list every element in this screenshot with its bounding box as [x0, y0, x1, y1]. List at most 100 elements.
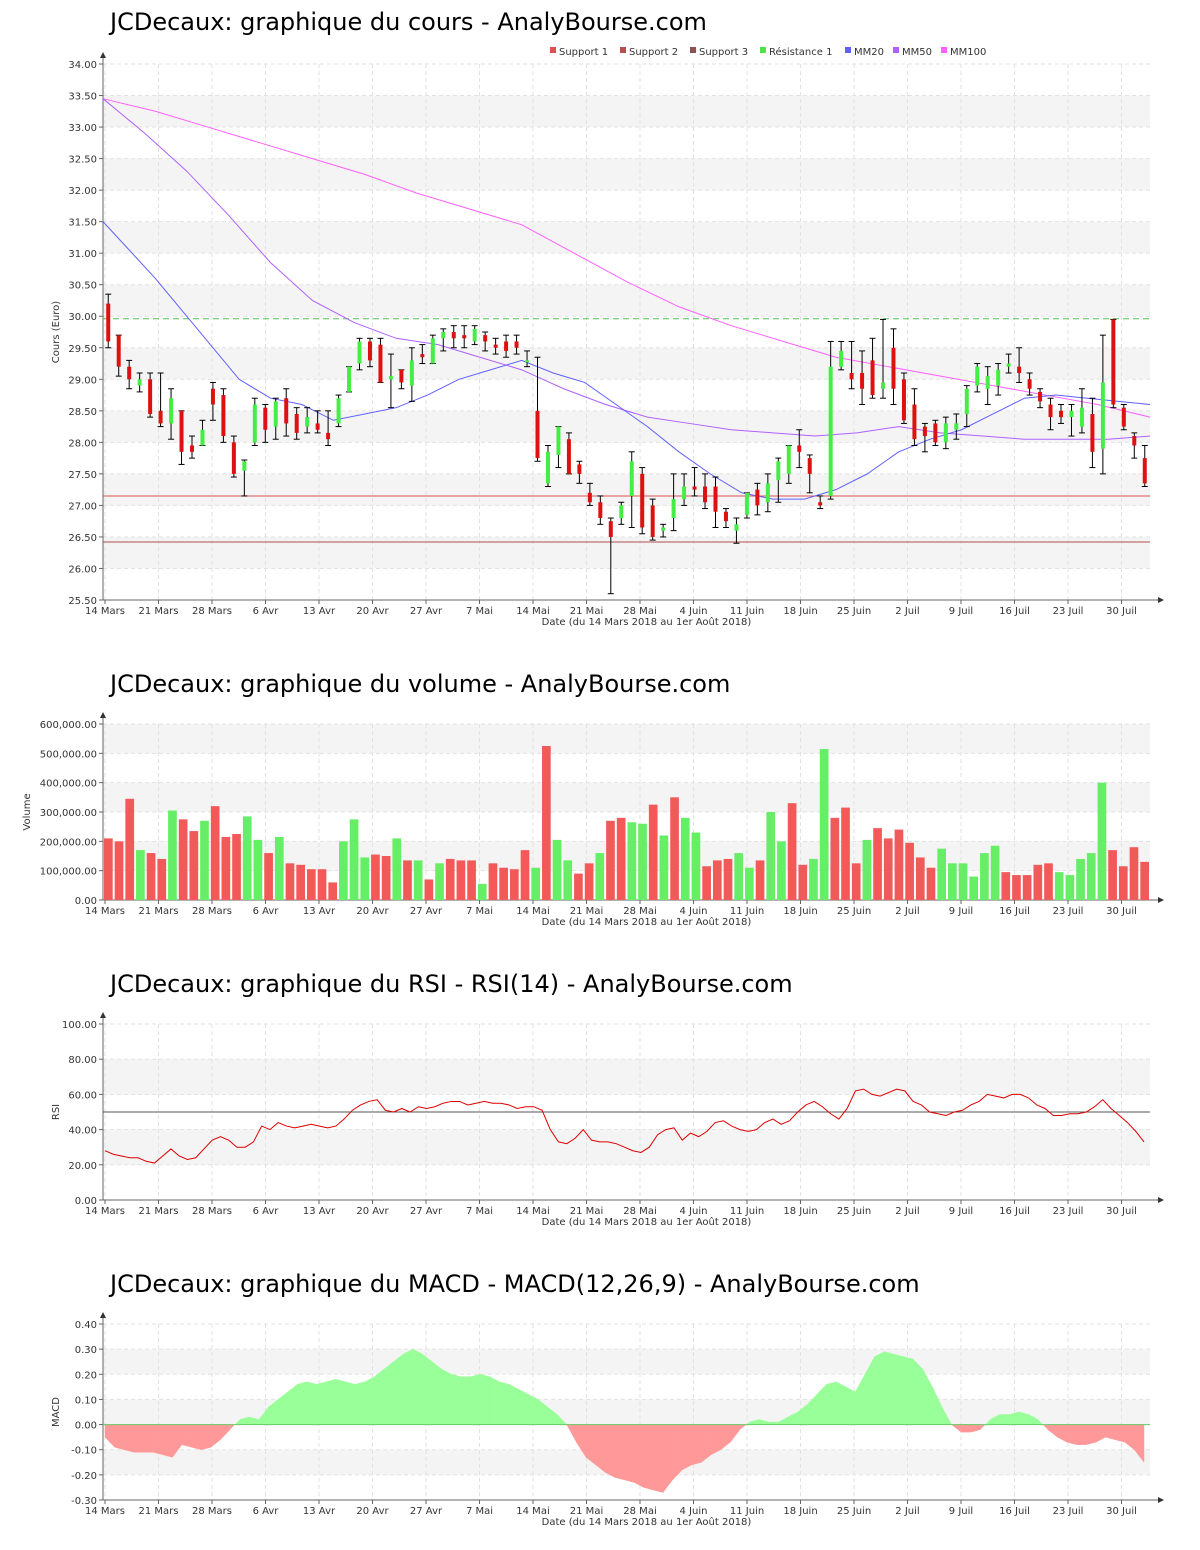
candle-body: [839, 350, 844, 367]
x-tick-label: 20 Avr: [356, 606, 389, 617]
candle-body: [441, 332, 446, 339]
x-tick-label: 7 Mai: [466, 1206, 493, 1217]
candle-body: [933, 423, 938, 443]
macd-area-segment: [950, 1424, 962, 1433]
macd-area-segment: [431, 1361, 442, 1425]
candle-body: [1100, 382, 1105, 449]
macd-area-segment: [1066, 1424, 1077, 1446]
macd-area-segment: [451, 1373, 462, 1425]
volume-bar: [253, 839, 263, 900]
x-tick-label: 18 Juin: [783, 1506, 817, 1517]
candle-body: [273, 401, 278, 427]
y-tick-label: -0.10: [71, 1446, 97, 1457]
candle-body: [598, 502, 603, 519]
volume-bar: [574, 873, 583, 900]
macd-area-segment: [633, 1424, 644, 1488]
volume-bar: [200, 820, 209, 900]
candle-body: [357, 341, 362, 364]
candle-body: [315, 423, 320, 430]
macd-area-segment: [489, 1376, 500, 1425]
macd-area-segment: [191, 1424, 202, 1451]
candle-body: [231, 442, 236, 474]
volume-bar: [114, 841, 124, 900]
candle-body: [483, 335, 488, 342]
y-axis-title: RSI: [51, 1104, 62, 1120]
macd-area-segment: [980, 1424, 986, 1430]
y-tick-label: -0.20: [71, 1471, 97, 1482]
x-tick-label: 4 Juin: [680, 1206, 708, 1217]
candle-body: [535, 410, 540, 459]
volume-bar: [296, 864, 305, 900]
candle-body: [148, 379, 153, 414]
macd-area-segment: [816, 1383, 827, 1425]
y-tick-label: 26.50: [68, 533, 97, 544]
mm20-line: [102, 221, 1151, 500]
x-tick-label: 6 Avr: [253, 1206, 280, 1217]
y-tick-label: 100,000.00: [40, 867, 97, 878]
grid-band: [103, 1349, 1150, 1375]
macd-area-segment: [402, 1348, 414, 1425]
volume-bar: [1140, 861, 1149, 900]
volume-bar: [435, 863, 444, 900]
volume-bar: [509, 869, 519, 900]
volume-bar: [328, 882, 338, 900]
candle-body: [420, 354, 425, 358]
y-tick-label: 28.50: [68, 407, 97, 418]
volume-bar: [1108, 850, 1117, 900]
x-tick-label: 27 Avr: [410, 606, 443, 617]
x-tick-label: 14 Mai: [516, 606, 549, 617]
candle-body: [462, 335, 467, 339]
macd-area-segment: [746, 1422, 750, 1425]
candle-body: [744, 492, 749, 515]
macd-area-segment: [287, 1383, 298, 1425]
y-tick-label: 0.10: [75, 1395, 97, 1406]
candle-body: [189, 445, 194, 452]
legend-label: MM100: [950, 47, 986, 58]
volume-bar: [274, 836, 284, 900]
y-axis-arrow: [100, 1012, 106, 1018]
x-tick-label: 23 Juil: [1053, 606, 1084, 617]
volume-bar: [392, 838, 402, 900]
x-tick-label: 16 Juil: [999, 606, 1030, 617]
legend-label: Support 1: [559, 47, 608, 58]
candle-body: [566, 439, 571, 474]
macd-area-segment: [143, 1424, 154, 1453]
x-tick-label: 13 Avr: [303, 906, 336, 917]
x-tick-label: 25 Juin: [837, 606, 871, 617]
macd-area-segment: [807, 1393, 818, 1425]
volume-bar: [980, 853, 989, 900]
x-tick-label: 11 Juin: [730, 1506, 764, 1517]
volume-bar: [680, 817, 690, 900]
grid-band: [103, 221, 1150, 254]
macd-area-segment: [970, 1424, 981, 1433]
candle-body: [493, 344, 498, 348]
candle-body: [1142, 458, 1147, 484]
volume-bar: [734, 853, 744, 900]
x-tick-label: 30 Juil: [1106, 906, 1137, 917]
x-tick-label: 14 Mars: [85, 1506, 125, 1517]
volume-bar: [1097, 782, 1107, 900]
macd-area-segment: [1057, 1424, 1068, 1443]
candle-body: [692, 486, 697, 490]
volume-bar: [1054, 872, 1064, 900]
volume-bar: [948, 863, 957, 900]
x-tick-label: 7 Mai: [466, 1506, 493, 1517]
volume-bar: [1086, 853, 1096, 900]
volume-bar: [403, 860, 412, 900]
volume-chart-title: JCDecaux: graphique du volume - AnalyBou…: [110, 670, 731, 698]
x-tick-label: 28 Mai: [623, 906, 656, 917]
candle-body: [922, 426, 927, 437]
macd-area-segment: [470, 1373, 481, 1425]
x-axis-title: Date (du 14 Mars 2018 au 1er Août 2018): [542, 916, 752, 928]
x-tick-label: 25 Juin: [837, 1506, 871, 1517]
volume-bar: [1118, 866, 1128, 900]
volume-bar: [691, 832, 701, 900]
volume-bar: [595, 853, 605, 900]
x-tick-label: 9 Juil: [949, 606, 973, 617]
rsi-chart-svg: 0.00 20.00 40.00 60.00 80.00 100.00 14 Mars 21 …: [51, 1012, 1164, 1228]
x-tick-label: 16 Juil: [999, 906, 1030, 917]
macd-area-segment: [1086, 1424, 1097, 1446]
candle-body: [169, 398, 174, 424]
x-tick-label: 30 Juil: [1106, 606, 1137, 617]
volume-bar: [745, 867, 754, 900]
